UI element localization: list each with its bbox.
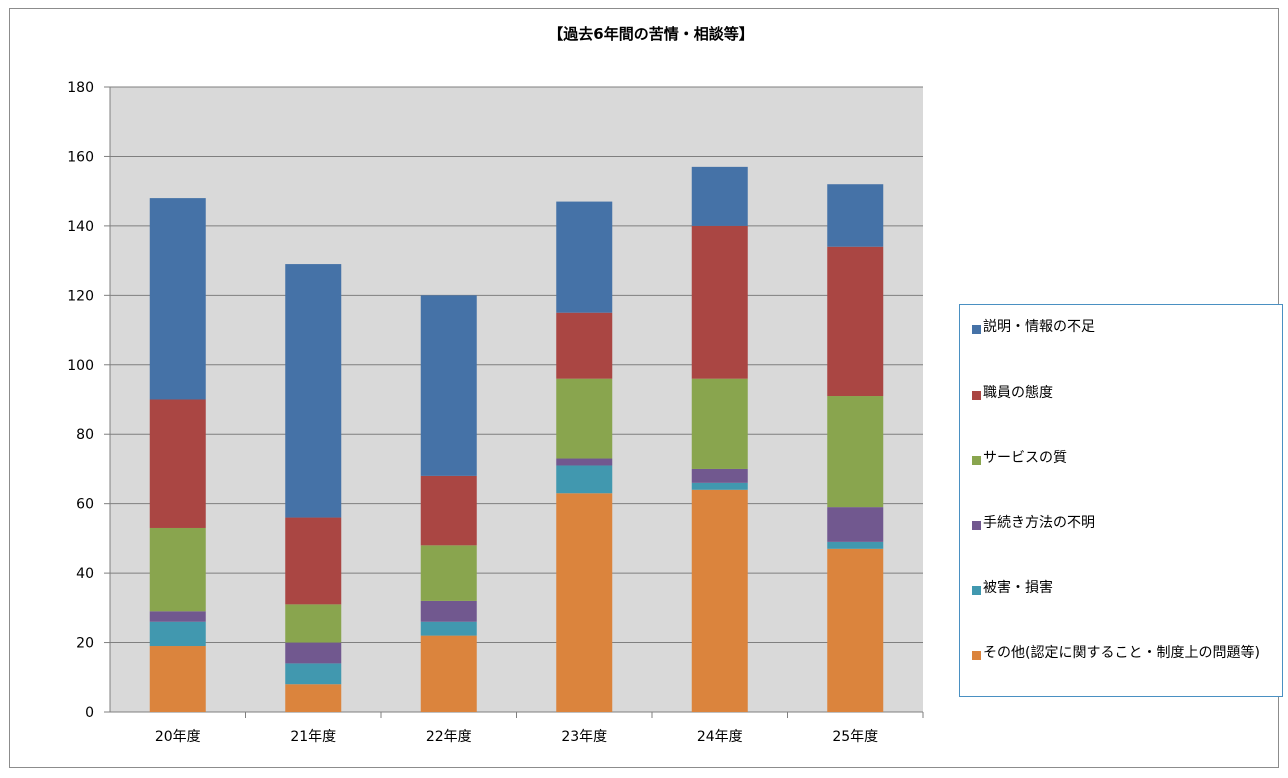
legend-item: サービスの質 [972, 449, 1273, 468]
bar-segment [420, 600, 477, 622]
bar-segment [827, 184, 884, 247]
bar-segment [285, 663, 342, 685]
bar-segment [556, 458, 613, 466]
legend-item: 職員の態度 [972, 384, 1273, 403]
legend-item: 手続き方法の不明 [972, 514, 1273, 533]
bar-segment [285, 684, 342, 712]
y-tick-label: 80 [76, 427, 94, 443]
bar-segment [149, 399, 206, 528]
y-tick-label: 20 [76, 636, 94, 652]
chart-frame: 【過去6年間の苦情・相談等】 0 20 40 60 80 100 120 140 160 180 20… [9, 8, 1283, 768]
legend-swatch [972, 325, 981, 334]
x-tick-label: 25年度 [832, 729, 878, 745]
y-tick-label: 0 [85, 705, 94, 721]
bar-segment [691, 378, 748, 469]
bar-segment [149, 527, 206, 612]
bar-segment [691, 166, 748, 226]
bar-segment [285, 517, 342, 605]
y-tick-label: 60 [76, 497, 94, 513]
bar-segment [556, 201, 613, 313]
y-tick-label: 100 [67, 358, 94, 374]
legend-swatch [972, 586, 981, 595]
bar-segment [827, 246, 884, 397]
bar-segment [420, 475, 477, 546]
legend-label: その他(認定に関すること・制度上の問題等) [983, 645, 1260, 661]
y-tick-label: 160 [67, 149, 94, 165]
bar-segment [420, 635, 477, 712]
bar-segment [420, 621, 477, 636]
bar-segment [420, 545, 477, 601]
bar-segment [149, 198, 206, 400]
legend-item: その他(認定に関すること・制度上の問題等) [972, 644, 1273, 663]
y-tick-label: 120 [67, 288, 94, 304]
legend-label: 被害・損害 [983, 580, 1053, 596]
y-tick-label: 140 [67, 219, 94, 235]
x-tick-label: 21年度 [290, 729, 336, 745]
legend-swatch [972, 521, 981, 530]
bar-segment [556, 465, 613, 494]
x-tick-label: 20年度 [155, 729, 201, 745]
bar-segment [556, 312, 613, 379]
y-tick-label: 40 [76, 566, 94, 582]
y-tick-label: 180 [67, 80, 94, 96]
bar-segment [285, 642, 342, 664]
legend-label: サービスの質 [983, 450, 1067, 466]
bar-segment [149, 646, 206, 712]
x-tick-label: 22年度 [426, 729, 472, 745]
bar-segment [556, 378, 613, 459]
x-tick-label: 24年度 [697, 729, 743, 745]
legend-swatch [972, 651, 981, 660]
stacked-bar-chart: 【過去6年間の苦情・相談等】 0 20 40 60 80 100 120 140 160 180 20… [67, 25, 924, 745]
legend-label: 説明・情報の不足 [983, 319, 1095, 335]
bar-segment [827, 396, 884, 508]
legend-swatch [972, 456, 981, 465]
chart-legend: 説明・情報の不足 職員の態度サービスの質手続き方法の不明 被害・損害その他(認定に関… [959, 304, 1283, 697]
legend-swatch [972, 391, 981, 400]
bar-segment [691, 489, 748, 712]
bar-segment [420, 295, 477, 476]
legend-label: 手続き方法の不明 [983, 515, 1095, 531]
bar-segment [827, 541, 884, 549]
legend-item: 被害・損害 [972, 579, 1273, 598]
bar-segment [556, 493, 613, 712]
chart-title: 【過去6年間の苦情・相談等】 [548, 25, 753, 43]
bar-segment [691, 482, 748, 490]
bar-segment [691, 225, 748, 379]
legend-label: 職員の態度 [983, 385, 1053, 401]
x-tick-label: 23年度 [561, 729, 607, 745]
bar-segment [827, 507, 884, 542]
bar-segment [149, 621, 206, 647]
legend-item: 説明・情報の不足 [972, 318, 1273, 337]
bar-segment [285, 264, 342, 518]
plot-area [110, 87, 923, 712]
bar-segment [149, 611, 206, 622]
bar-segment [827, 548, 884, 712]
bar-segment [285, 604, 342, 643]
bar-segment [691, 468, 748, 483]
